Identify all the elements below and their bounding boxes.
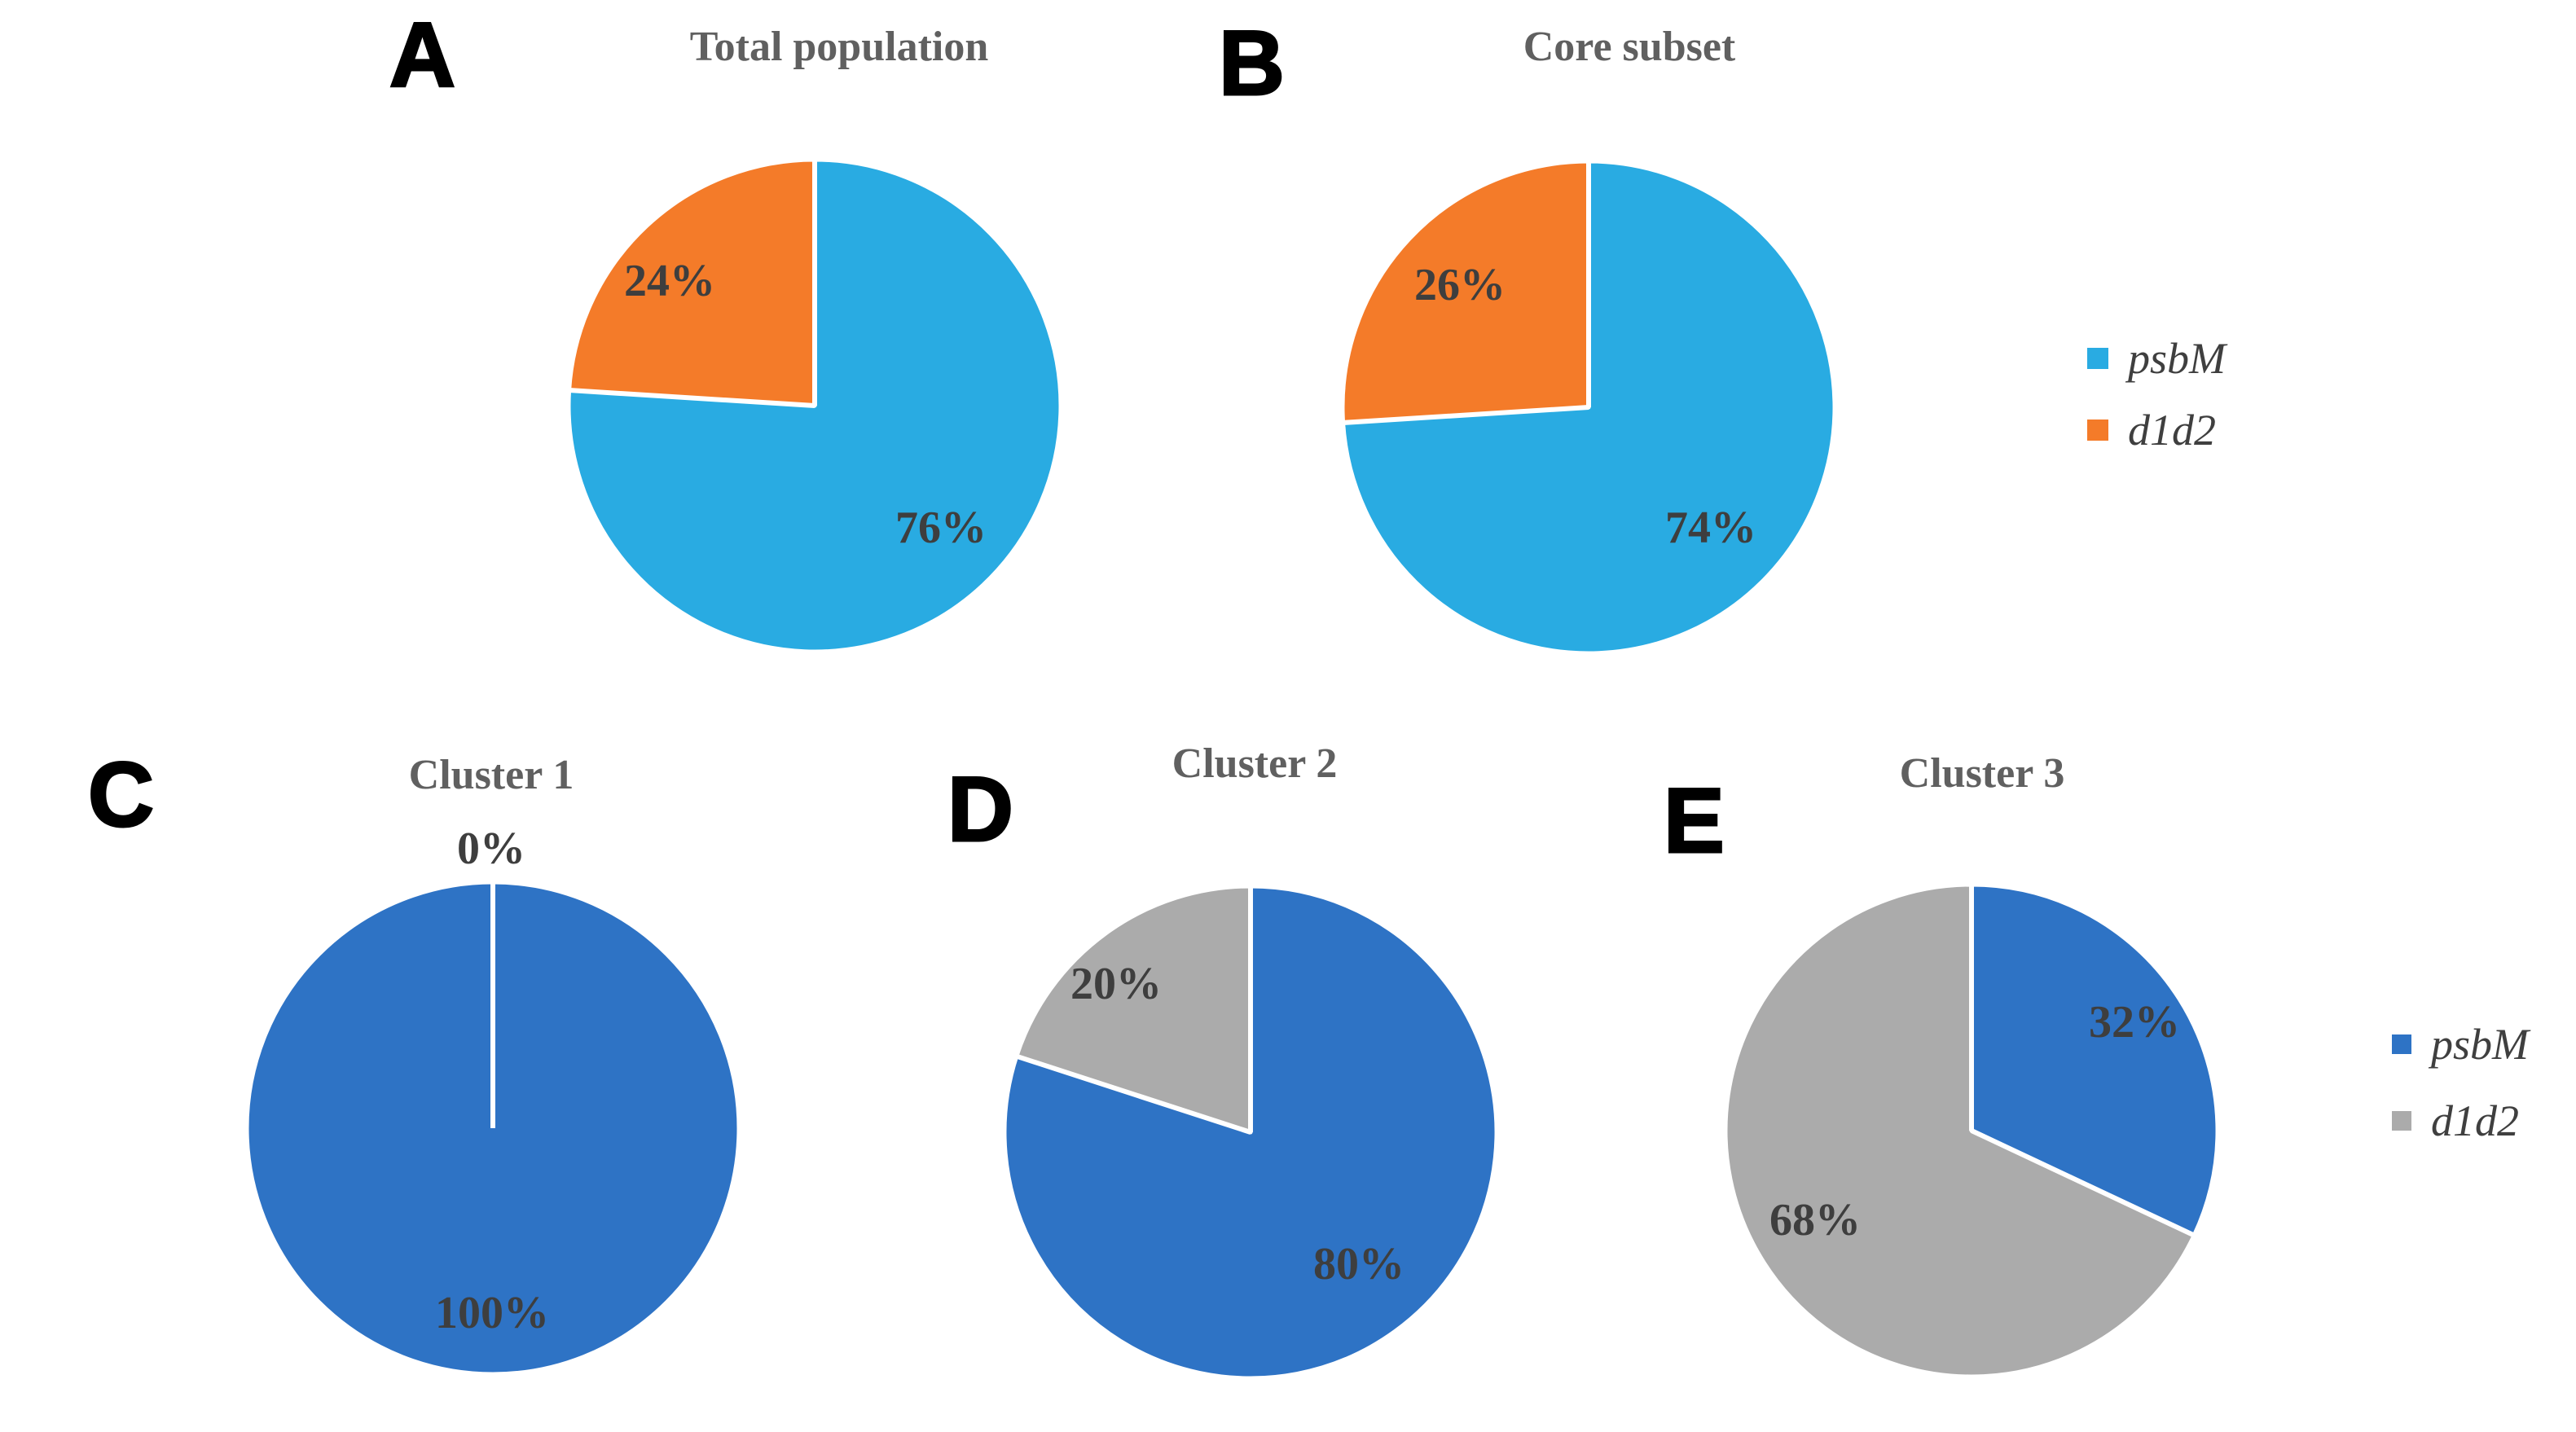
psbm-darkblue-swatch-icon <box>2392 1034 2411 1054</box>
legend-bottom-d1d2-label: d1d2 <box>2431 1096 2519 1145</box>
pie-c-psbm-percent-label: 100% <box>435 1288 549 1338</box>
d1d2-gray-swatch-icon <box>2392 1111 2411 1131</box>
panel-a-title: Total population <box>689 24 989 70</box>
pie-chart-cluster-3 <box>1723 882 2220 1379</box>
pie-chart-cluster-1 <box>244 880 741 1377</box>
panel-letter-d: D <box>947 758 1015 860</box>
pie-a-psbm-percent-label: 76% <box>895 503 987 553</box>
panel-c-title: Cluster 1 <box>408 752 574 798</box>
legend-bottom: psbM d1d2 <box>2392 1020 2529 1173</box>
legend-top: psbM d1d2 <box>2087 332 2226 476</box>
d1d2-orange-swatch-icon <box>2087 419 2108 441</box>
legend-bottom-item-d1d2: d1d2 <box>2392 1096 2529 1145</box>
pie-e-psbm-percent-label: 32% <box>2089 997 2180 1048</box>
pie-c-d1d2-percent-label: 0% <box>457 824 525 874</box>
psbm-blue-swatch-icon <box>2087 348 2108 369</box>
pie-d-psbm-percent-label: 80% <box>1313 1239 1404 1289</box>
legend-bottom-psbm-label: psbM <box>2431 1020 2529 1069</box>
panel-d-title: Cluster 2 <box>1172 740 1338 787</box>
pie-chart-cluster-2 <box>1002 884 1499 1381</box>
panel-letter-e: E <box>1663 770 1726 872</box>
pie-chart-total-population <box>566 157 1063 654</box>
pie-d-d1d2-percent-label: 20% <box>1070 959 1162 1009</box>
panel-letter-c: C <box>87 744 156 846</box>
legend-top-item-psbm: psbM <box>2087 332 2226 384</box>
legend-bottom-item-psbm: psbM <box>2392 1020 2529 1069</box>
pie-e-d1d2-percent-label: 68% <box>1769 1195 1861 1245</box>
legend-top-d1d2-label: d1d2 <box>2128 406 2216 455</box>
panel-letter-b: B <box>1218 12 1286 114</box>
panel-letter-a: A <box>389 4 457 106</box>
pie-b-d1d2-percent-label: 26% <box>1414 260 1506 310</box>
panel-b-title: Core subset <box>1523 24 1736 70</box>
pie-a-d1d2-percent-label: 24% <box>624 256 715 306</box>
panel-e-title: Cluster 3 <box>1899 750 2065 797</box>
legend-top-item-d1d2: d1d2 <box>2087 404 2226 456</box>
pie-chart-core-subset <box>1340 159 1837 656</box>
pie-b-psbm-percent-label: 74% <box>1665 503 1756 553</box>
legend-top-psbm-label: psbM <box>2128 334 2226 383</box>
